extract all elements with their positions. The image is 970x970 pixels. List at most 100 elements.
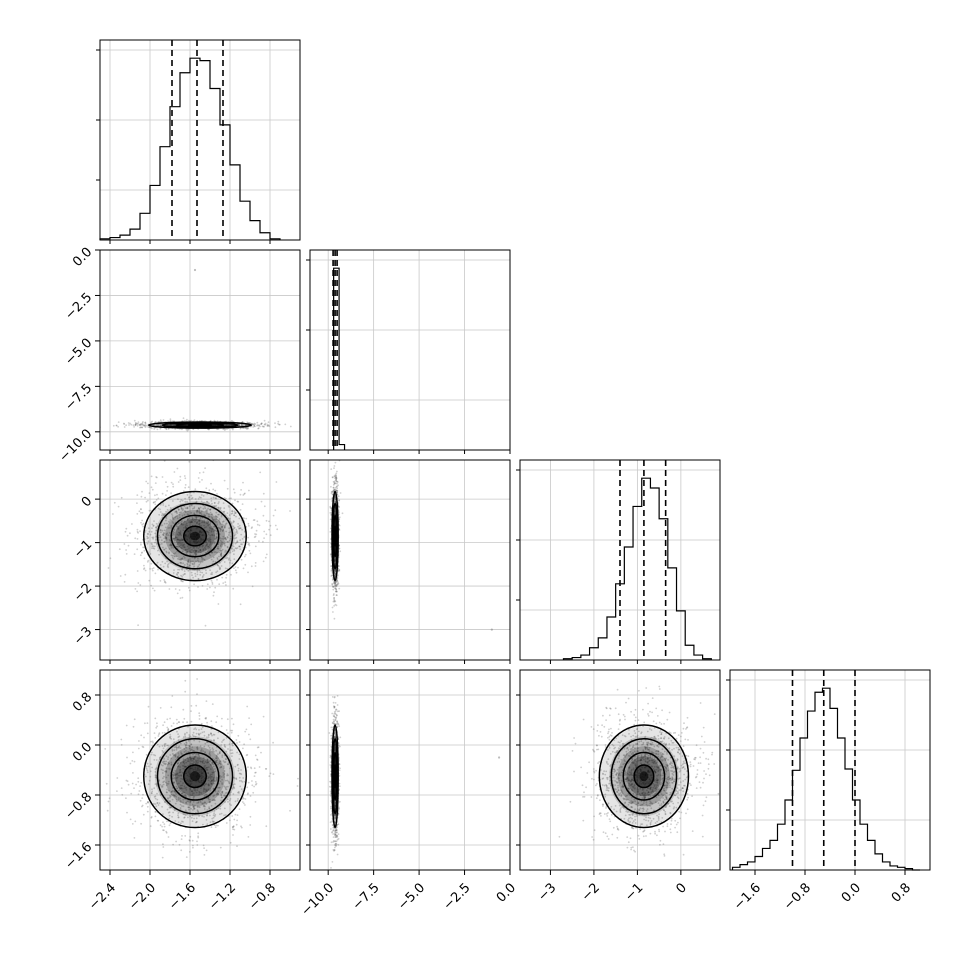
sample-point: [175, 555, 178, 558]
sample-point: [251, 526, 254, 529]
sample-point: [269, 534, 272, 537]
sample-point: [165, 755, 168, 757]
sample-point: [206, 550, 209, 553]
sample-point: [221, 529, 224, 532]
sample-point: [333, 511, 336, 514]
sample-point: [198, 714, 201, 717]
sample-point: [197, 832, 200, 835]
sample-point: [142, 546, 144, 549]
sample-point: [190, 760, 193, 762]
sample-point: [159, 783, 162, 786]
sample-point: [231, 755, 233, 757]
sample-point: [337, 565, 340, 567]
sample-point: [187, 559, 190, 562]
sample-point: [200, 516, 202, 519]
sample-point: [219, 750, 221, 753]
sample-point: [193, 561, 196, 564]
sample-point: [178, 534, 180, 537]
sample-point: [333, 480, 336, 483]
sample-point: [179, 533, 181, 536]
sample-point: [265, 825, 268, 828]
sample-point: [219, 530, 222, 532]
sample-point: [335, 589, 338, 591]
sample-point: [192, 540, 195, 543]
sample-point: [157, 424, 160, 426]
sample-point: [334, 587, 337, 589]
sample-point: [200, 539, 203, 541]
sample-point: [222, 582, 225, 584]
sample-point: [205, 487, 208, 490]
sample-point: [176, 543, 179, 546]
sample-point: [196, 765, 199, 768]
sample-point: [188, 775, 191, 778]
sample-point: [277, 422, 279, 425]
sample-point: [185, 856, 188, 858]
sample-point: [161, 512, 164, 515]
sample-point: [190, 512, 193, 514]
sample-point: [117, 505, 120, 508]
sample-point: [177, 538, 180, 541]
sample-point: [336, 482, 338, 485]
sample-point: [154, 774, 157, 777]
sample-point: [176, 746, 178, 749]
sample-point: [190, 551, 193, 554]
sample-point: [334, 482, 336, 485]
sample-point: [167, 428, 170, 430]
sample-point: [233, 818, 236, 821]
sample-point: [136, 570, 139, 572]
sample-point: [185, 801, 188, 804]
sample-point: [178, 735, 181, 738]
sample-point: [331, 574, 333, 577]
sample-point: [209, 508, 212, 511]
sample-point: [123, 581, 126, 583]
sample-point: [180, 558, 183, 560]
sample-point: [195, 542, 198, 545]
scatter-panel-2-1: [309, 459, 511, 661]
sample-point: [166, 508, 169, 511]
sample-point: [258, 524, 261, 527]
sample-point: [179, 531, 182, 534]
sample-point: [217, 793, 220, 795]
sample-point: [166, 490, 169, 492]
sample-point: [187, 560, 189, 563]
sample-point: [154, 572, 157, 575]
sample-point: [139, 554, 142, 557]
sample-point: [337, 581, 339, 584]
sample-point: [254, 801, 257, 803]
sample-point: [170, 790, 173, 793]
sample-point: [216, 715, 219, 718]
sample-point: [237, 769, 240, 772]
sample-point: [199, 571, 202, 573]
sample-point: [183, 816, 186, 819]
sample-point: [234, 511, 237, 514]
sample-point: [196, 510, 199, 512]
sample-point: [187, 534, 190, 537]
sample-point: [172, 500, 174, 502]
sample-point: [126, 534, 129, 537]
sample-point: [204, 541, 207, 544]
sample-point: [162, 724, 165, 727]
sample-point: [174, 802, 177, 805]
sample-point: [194, 553, 196, 556]
sample-point: [335, 480, 338, 483]
sample-point: [146, 732, 149, 735]
sample-point: [260, 422, 263, 425]
sample-point: [191, 516, 194, 519]
sample-point: [188, 564, 191, 567]
sample-point: [181, 509, 184, 512]
sample-point: [182, 580, 184, 583]
sample-point: [138, 510, 141, 513]
sample-point: [218, 521, 221, 523]
sample-point: [158, 553, 161, 556]
sample-point: [176, 557, 179, 560]
sample-point: [214, 505, 216, 508]
sample-point: [221, 525, 223, 528]
sample-point: [289, 425, 292, 428]
sample-point: [240, 533, 243, 536]
sample-point: [163, 762, 165, 765]
sample-point: [193, 507, 196, 510]
sample-point: [202, 538, 204, 541]
sample-point: [172, 423, 175, 426]
sample-point: [169, 544, 172, 547]
sample-point: [201, 494, 203, 496]
